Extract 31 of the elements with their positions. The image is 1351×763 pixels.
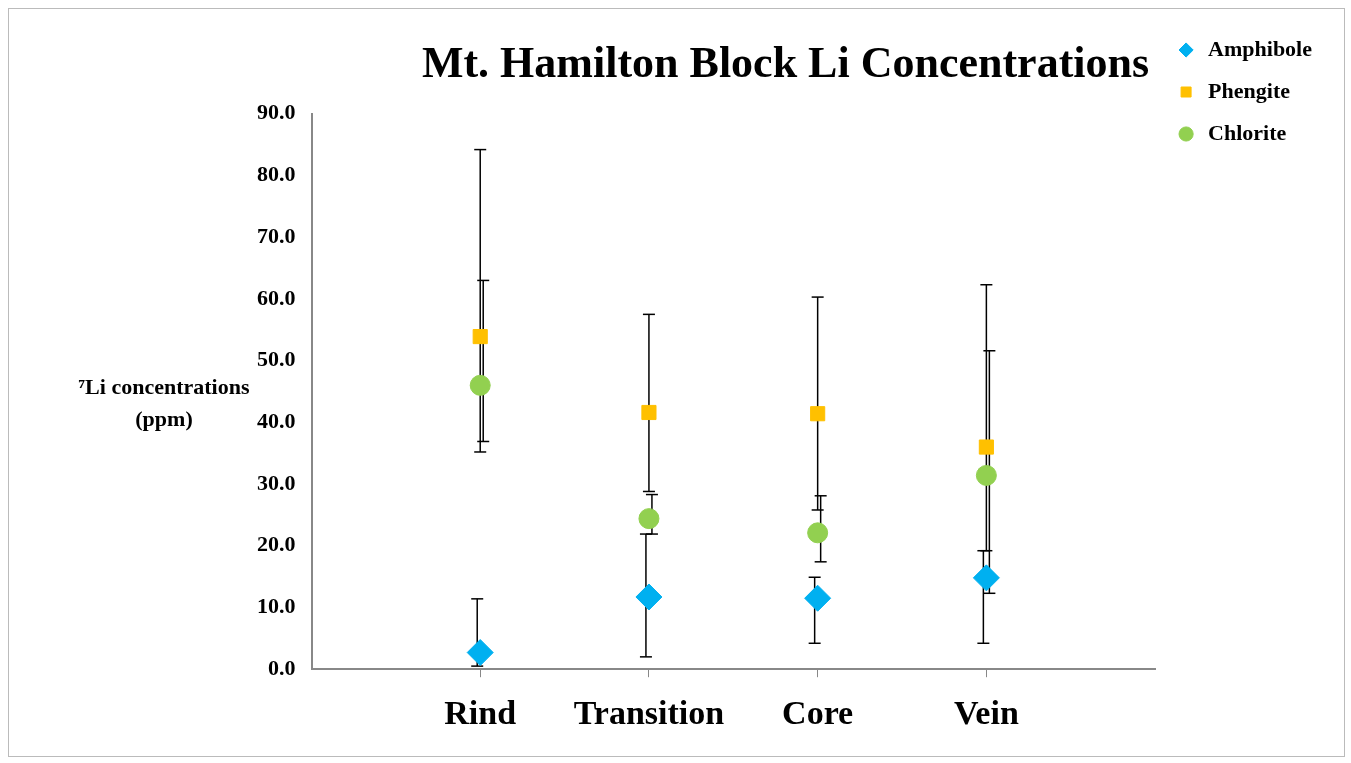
legend-label: Phengite <box>1208 77 1291 103</box>
y-tick-label: 30.0 <box>257 469 296 495</box>
point <box>810 406 826 422</box>
point <box>972 564 1000 592</box>
y-tick-label: 20.0 <box>257 531 296 557</box>
y-tick-label: 50.0 <box>257 346 296 372</box>
y-tick-label: 0.0 <box>268 654 296 680</box>
point <box>807 522 829 544</box>
y-tick-label: 90.0 <box>257 99 296 125</box>
point <box>638 508 660 530</box>
legend-label: Amphibole <box>1208 35 1313 61</box>
y-tick-label: 80.0 <box>257 161 296 187</box>
x-tick-label: Transition <box>573 694 725 732</box>
y-tick-label: 10.0 <box>257 593 296 619</box>
y-tick-label: 60.0 <box>257 284 296 310</box>
point <box>641 404 657 421</box>
x-tick-label: Rind <box>444 694 517 732</box>
y-tick-label: 70.0 <box>257 222 296 248</box>
point <box>472 329 488 345</box>
y-axis-title: ⁷Li concentrations (ppm) <box>78 374 250 431</box>
x-tick-label: Core <box>782 694 854 732</box>
point <box>804 584 832 612</box>
point <box>975 464 997 486</box>
point <box>466 639 494 667</box>
point <box>635 583 663 611</box>
point <box>978 439 994 455</box>
x-tick-label: Vein <box>953 694 1019 732</box>
point <box>469 374 491 396</box>
y-tick-label: 40.0 <box>257 408 296 434</box>
chart-title: Mt. Hamilton Block Li Concentrations <box>421 37 1150 87</box>
legend-label: Chlorite <box>1208 119 1287 145</box>
